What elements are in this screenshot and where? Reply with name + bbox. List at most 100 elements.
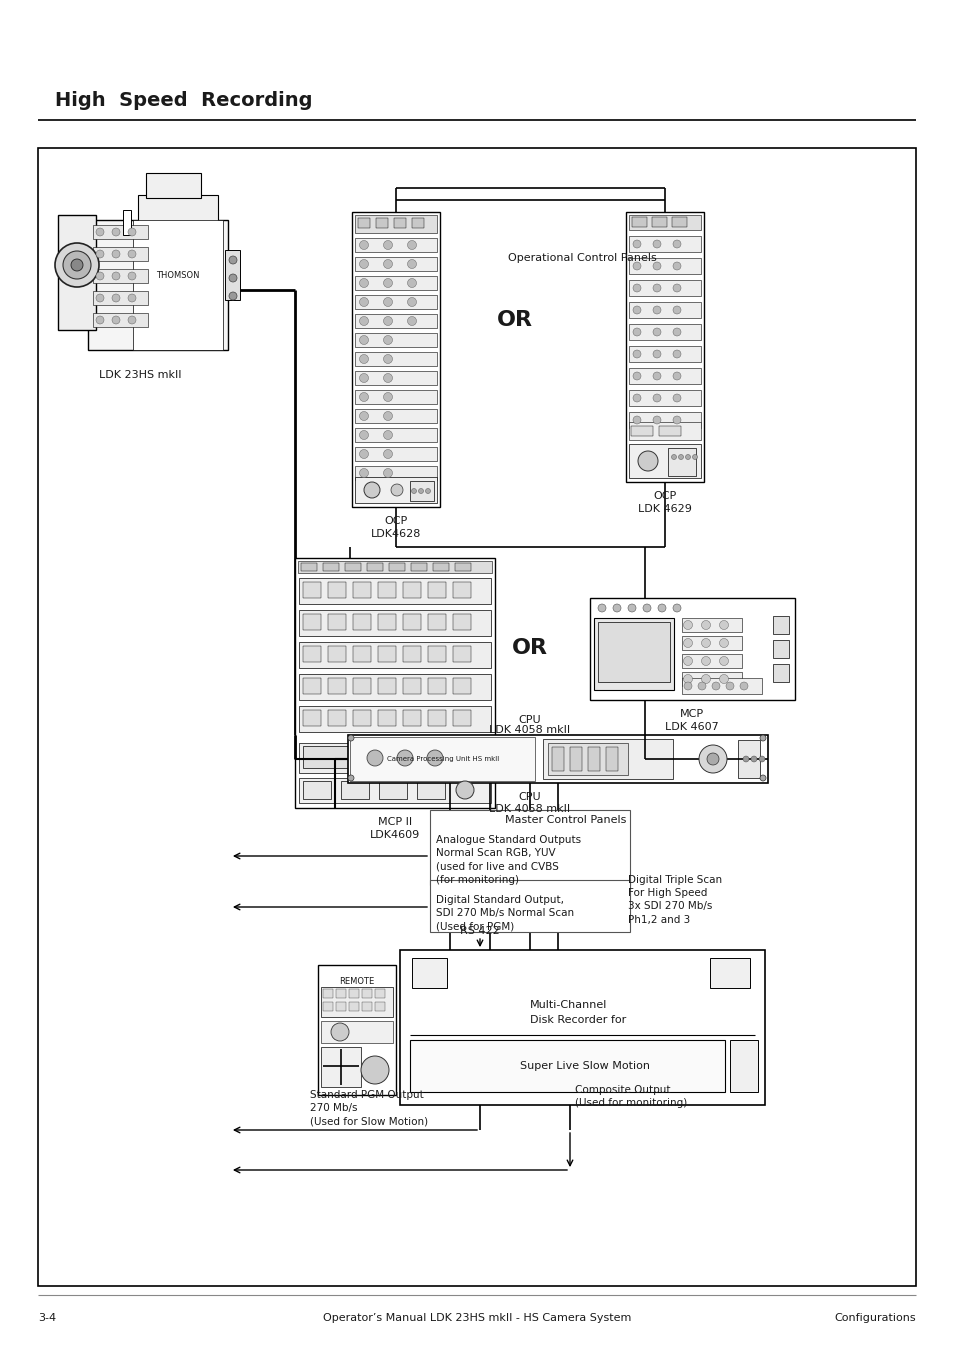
Circle shape [418,489,423,493]
Circle shape [760,735,765,740]
Circle shape [96,250,104,258]
Bar [772,663,788,682]
Bar [402,711,420,725]
Bar [428,678,446,694]
Circle shape [692,454,697,459]
Bar [709,958,749,988]
Text: Camera Processing Unit HS mkII: Camera Processing Unit HS mkII [387,757,498,762]
Text: Master Control Panels: Master Control Panels [504,815,626,825]
Bar [301,563,316,571]
Circle shape [229,274,236,282]
Bar [340,781,369,798]
Bar [92,226,148,239]
Bar [433,563,449,571]
Circle shape [652,394,660,403]
Circle shape [407,259,416,269]
Circle shape [700,657,710,666]
Bar [88,220,228,350]
Bar [377,646,395,662]
Bar [651,218,666,227]
Bar [598,621,669,682]
Circle shape [642,604,650,612]
Bar [416,781,444,798]
Bar [349,1002,358,1011]
Bar [628,422,700,440]
Bar [323,989,333,998]
Bar [377,678,395,694]
Bar [320,988,393,1017]
Circle shape [652,350,660,358]
Text: THOMSON: THOMSON [156,270,199,280]
Circle shape [359,354,368,363]
Bar [428,582,446,598]
Bar [625,212,703,482]
Text: OCP: OCP [653,490,676,501]
Bar [394,218,406,228]
Circle shape [128,250,136,258]
Text: LDK 4629: LDK 4629 [638,504,691,513]
Circle shape [672,416,680,424]
Bar [303,646,320,662]
Circle shape [425,489,430,493]
Circle shape [359,431,368,439]
Text: LDK 4607: LDK 4607 [664,721,719,732]
Circle shape [682,657,692,666]
Text: CPU: CPU [518,792,540,802]
Circle shape [638,451,658,471]
Circle shape [112,316,120,324]
Bar [298,778,491,802]
Bar [355,409,436,423]
Circle shape [652,284,660,292]
Bar [348,735,767,784]
Bar [428,613,446,630]
Bar [146,173,201,199]
Text: MCP: MCP [679,709,703,719]
Bar [547,743,627,775]
Bar [605,747,618,771]
Circle shape [112,295,120,303]
Bar [355,390,436,404]
Circle shape [383,335,392,345]
Bar [569,747,581,771]
Text: Super Live Slow Motion: Super Live Slow Motion [519,1061,649,1071]
Bar [681,617,741,632]
Bar [628,390,700,407]
Circle shape [112,250,120,258]
Bar [681,636,741,650]
Circle shape [411,489,416,493]
Circle shape [658,604,665,612]
Text: Digital Triple Scan
For High Speed
3x SDI 270 Mb/s
Ph1,2 and 3: Digital Triple Scan For High Speed 3x SD… [627,875,721,924]
Bar [328,646,346,662]
Bar [349,989,358,998]
Circle shape [96,272,104,280]
Bar [298,642,491,667]
Circle shape [396,750,413,766]
Bar [402,646,420,662]
Bar [225,250,240,300]
Bar [542,739,672,780]
Circle shape [633,305,640,313]
Text: LDK4628: LDK4628 [371,530,420,539]
Circle shape [633,328,640,336]
Bar [328,678,346,694]
Bar [92,269,148,282]
Circle shape [633,416,640,424]
Circle shape [407,240,416,250]
Bar [738,740,760,778]
Circle shape [229,292,236,300]
Bar [453,582,471,598]
Bar [428,711,446,725]
Circle shape [359,412,368,420]
Bar [58,215,96,330]
Circle shape [348,775,354,781]
Text: Digital Standard Output,
SDI 270 Mb/s Normal Scan
(Used for PGM): Digital Standard Output, SDI 270 Mb/s No… [436,894,574,931]
Circle shape [71,259,83,272]
Bar [402,613,420,630]
Circle shape [740,682,747,690]
Text: MCP II: MCP II [377,817,412,827]
Bar [430,880,629,932]
Circle shape [359,316,368,326]
Bar [453,678,471,694]
Circle shape [678,454,682,459]
Bar [355,238,436,253]
